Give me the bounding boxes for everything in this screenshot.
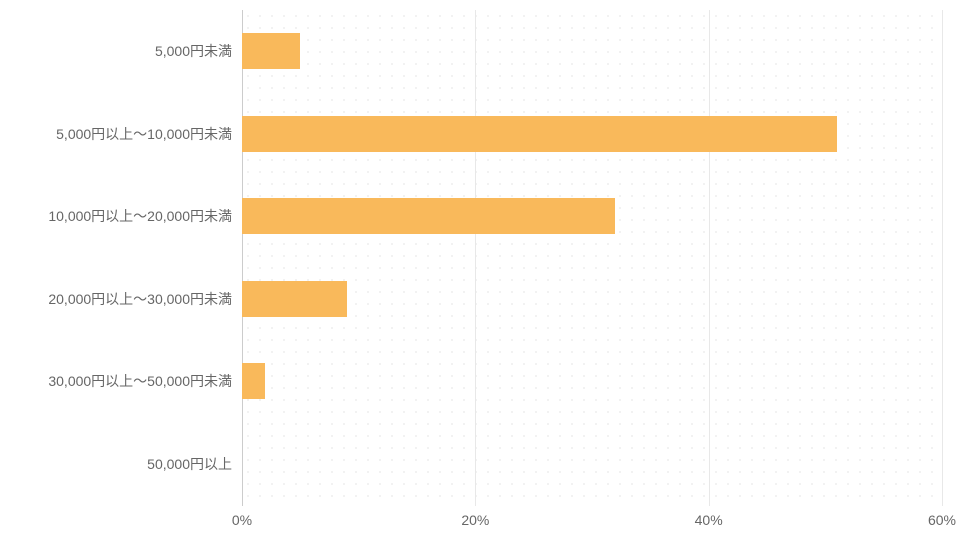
bar: [242, 198, 615, 234]
y-tick-label: 20,000円以上〜30,000円未満: [48, 289, 232, 309]
plot-area: [242, 10, 942, 506]
gridline: [942, 10, 943, 506]
gridline: [242, 10, 243, 506]
x-tick-label: 60%: [928, 512, 956, 528]
gridline: [709, 10, 710, 506]
bar: [242, 116, 837, 152]
y-tick-label: 5,000円未満: [155, 41, 232, 61]
chart-container: 0% 20% 40% 60% 5,000円未満 5,000円以上〜10,000円未満 10,…: [0, 0, 960, 540]
y-tick-label: 30,000円以上〜50,000円未満: [48, 371, 232, 391]
y-tick-label: 50,000円以上: [147, 454, 232, 474]
gridline: [475, 10, 476, 506]
bar: [242, 281, 347, 317]
y-tick-label: 5,000円以上〜10,000円未満: [56, 124, 232, 144]
x-tick-label: 20%: [461, 512, 489, 528]
y-tick-label: 10,000円以上〜20,000円未満: [48, 206, 232, 226]
bar: [242, 33, 300, 69]
x-tick-label: 40%: [695, 512, 723, 528]
bar: [242, 363, 265, 399]
x-tick-label: 0%: [232, 512, 252, 528]
